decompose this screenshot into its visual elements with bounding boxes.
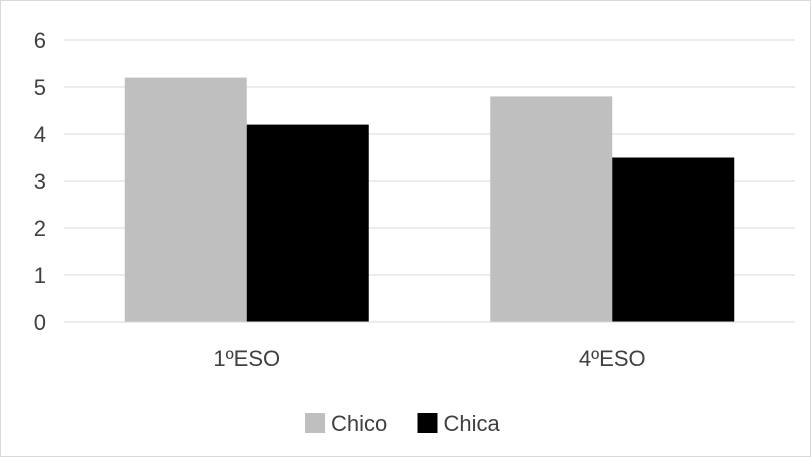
x-tick-label: 1ºESO [213, 346, 280, 371]
bars [124, 77, 735, 323]
legend-swatch-chica [417, 413, 438, 433]
y-tick-label: 4 [34, 122, 46, 147]
legend-swatch-chico [305, 413, 325, 433]
y-tick-label: 1 [34, 263, 46, 288]
bar-chica-1 [246, 124, 369, 322]
bar-chico-1 [124, 77, 247, 322]
legend: Chico Chica [305, 411, 501, 436]
bar-chico-2 [490, 96, 613, 323]
y-tick-label: 2 [34, 216, 46, 241]
legend-label-chica: Chica [444, 411, 501, 436]
y-tick-label: 6 [34, 28, 46, 53]
y-tick-label: 5 [34, 75, 46, 100]
bar-chica-2 [612, 157, 735, 322]
y-tick-label: 0 [34, 310, 46, 335]
y-tick-label: 3 [34, 169, 46, 194]
y-axis-tick-labels: 0 1 2 3 4 5 6 [34, 28, 46, 335]
x-axis-tick-labels: 1ºESO 4ºESO [213, 346, 645, 371]
legend-label-chico: Chico [331, 411, 387, 436]
x-tick-label: 4ºESO [579, 346, 646, 371]
